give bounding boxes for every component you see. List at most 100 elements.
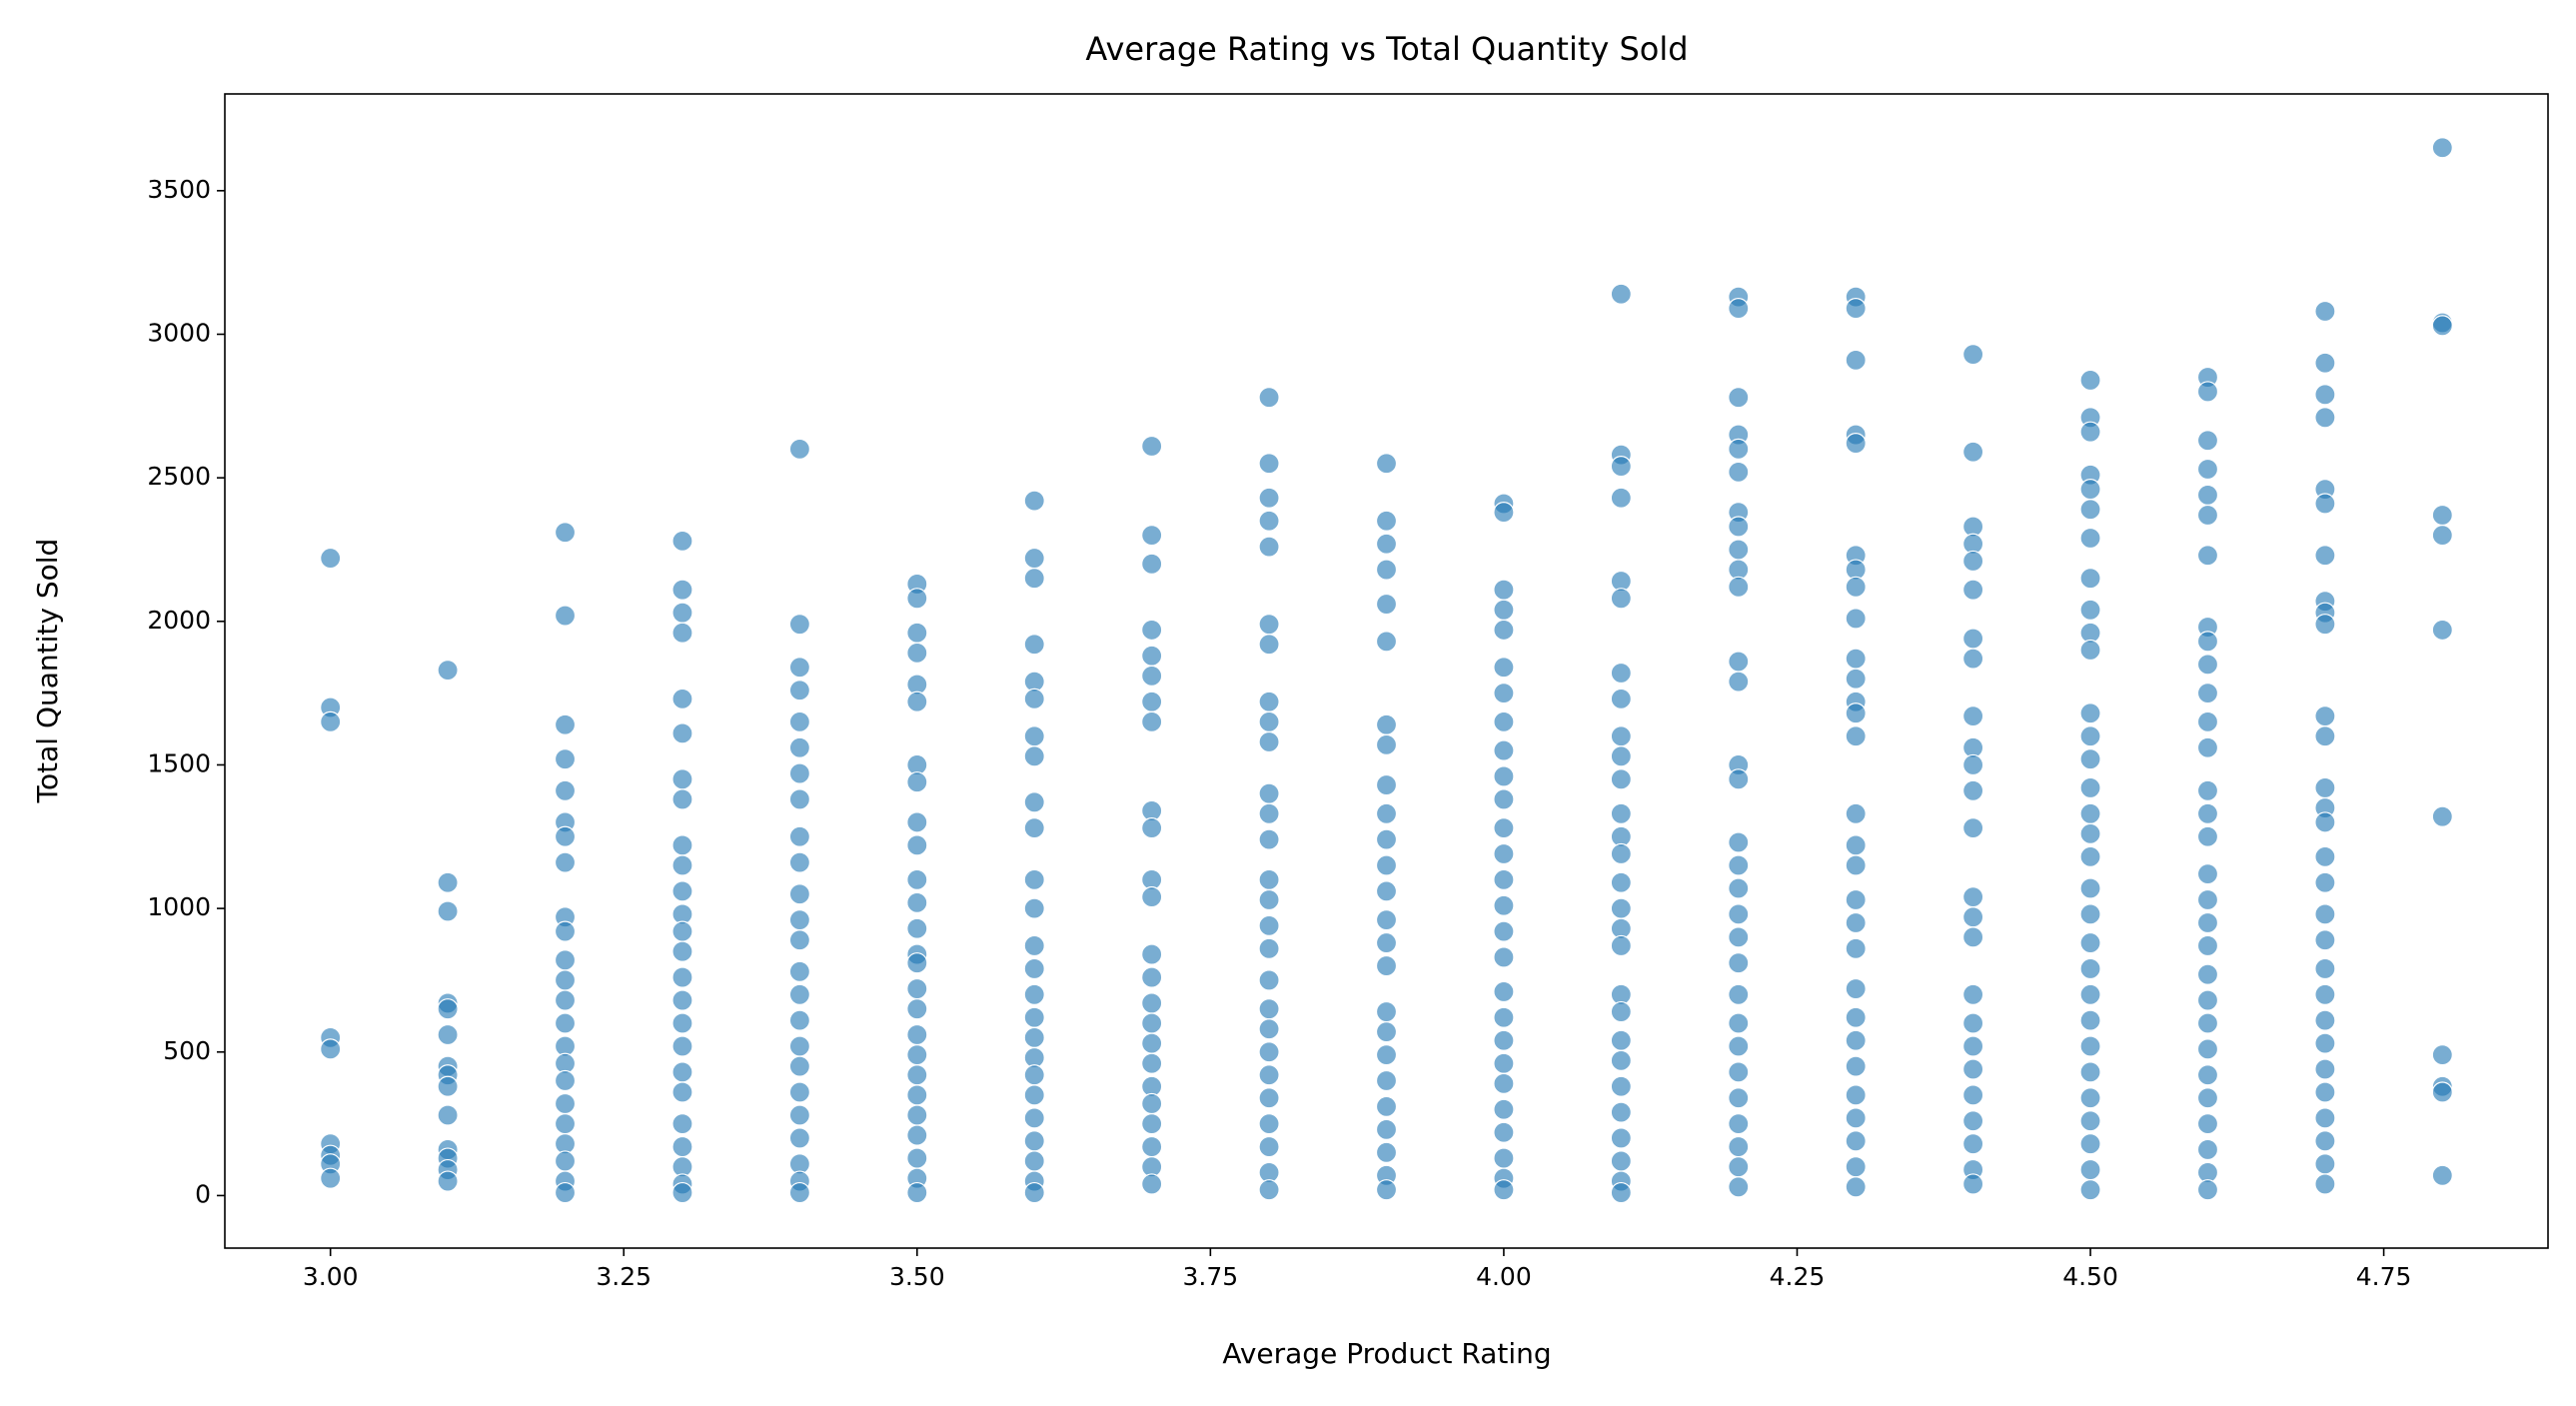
point: [437, 900, 459, 922]
point: [906, 622, 928, 644]
x-tick-label: 3.50: [889, 1262, 945, 1291]
point: [1493, 1179, 1515, 1201]
point: [1375, 1044, 1398, 1066]
point: [1728, 1112, 1750, 1135]
point: [1141, 553, 1163, 575]
point: [671, 688, 693, 709]
point: [1141, 525, 1163, 547]
point: [1258, 888, 1280, 911]
point: [2196, 1179, 2219, 1201]
point: [1845, 725, 1867, 747]
point: [1493, 817, 1515, 839]
point: [906, 1181, 928, 1204]
point: [1493, 579, 1515, 601]
point: [1375, 713, 1398, 735]
point: [671, 1181, 693, 1204]
point: [906, 834, 928, 856]
point: [1962, 1110, 1984, 1132]
point: [1845, 1055, 1867, 1077]
point: [906, 811, 928, 833]
point: [2079, 1110, 2101, 1132]
point: [2196, 1087, 2219, 1109]
point: [1141, 1112, 1163, 1135]
point: [1610, 588, 1632, 610]
point: [1728, 671, 1750, 693]
point: [1141, 886, 1163, 908]
point: [1141, 1173, 1163, 1195]
point: [1375, 1179, 1398, 1201]
point: [1845, 1176, 1867, 1198]
point: [554, 748, 577, 770]
point: [788, 909, 810, 931]
point: [671, 989, 693, 1011]
point: [1845, 834, 1867, 856]
point: [2079, 822, 2101, 845]
point: [1023, 791, 1045, 813]
point: [671, 1081, 693, 1103]
point: [1493, 894, 1515, 916]
point: [2079, 983, 2101, 1005]
point: [320, 1038, 342, 1060]
point: [2314, 725, 2336, 747]
x-tick-label: 4.25: [1770, 1262, 1826, 1291]
point: [1493, 842, 1515, 865]
x-tick-label: 3.00: [303, 1262, 359, 1291]
point: [1141, 691, 1163, 712]
point: [1962, 1084, 1984, 1106]
point: [1141, 943, 1163, 965]
point: [1610, 842, 1632, 865]
point: [1610, 1000, 1632, 1023]
point: [788, 851, 810, 873]
point: [2314, 1009, 2336, 1031]
point: [1141, 645, 1163, 667]
point: [2196, 484, 2219, 506]
point: [671, 920, 693, 942]
y-tick-label: 2000: [147, 606, 211, 635]
point: [1023, 868, 1045, 890]
point: [1258, 510, 1280, 532]
point: [437, 871, 459, 893]
point: [671, 1061, 693, 1083]
point: [1845, 703, 1867, 724]
point: [1962, 1133, 1984, 1155]
point: [2079, 748, 2101, 770]
point: [1610, 1181, 1632, 1204]
point: [1258, 1064, 1280, 1086]
point: [1962, 753, 1984, 776]
point: [554, 1112, 577, 1135]
point: [2079, 499, 2101, 521]
point: [788, 1055, 810, 1077]
point: [1493, 1006, 1515, 1028]
point: [1493, 765, 1515, 787]
point: [2196, 654, 2219, 676]
point: [1962, 1173, 1984, 1195]
point: [1610, 1127, 1632, 1149]
point: [1493, 739, 1515, 761]
point: [2314, 1058, 2336, 1080]
point: [1728, 387, 1750, 409]
point: [671, 530, 693, 552]
point: [1023, 934, 1045, 957]
point: [2196, 825, 2219, 847]
point: [437, 998, 459, 1020]
point: [1610, 871, 1632, 893]
point: [2196, 1112, 2219, 1135]
point: [2314, 929, 2336, 951]
point: [1375, 510, 1398, 532]
point: [2431, 619, 2453, 642]
point: [1258, 937, 1280, 959]
point: [554, 605, 577, 627]
point: [2314, 957, 2336, 980]
point: [1845, 608, 1867, 630]
point: [1493, 1098, 1515, 1120]
point: [2431, 315, 2453, 337]
point: [2079, 1061, 2101, 1083]
point: [1728, 1061, 1750, 1083]
point: [1493, 946, 1515, 968]
point: [2079, 1179, 2101, 1201]
point: [1141, 619, 1163, 642]
point: [1962, 343, 1984, 366]
point: [1845, 668, 1867, 690]
point: [1023, 1026, 1045, 1048]
